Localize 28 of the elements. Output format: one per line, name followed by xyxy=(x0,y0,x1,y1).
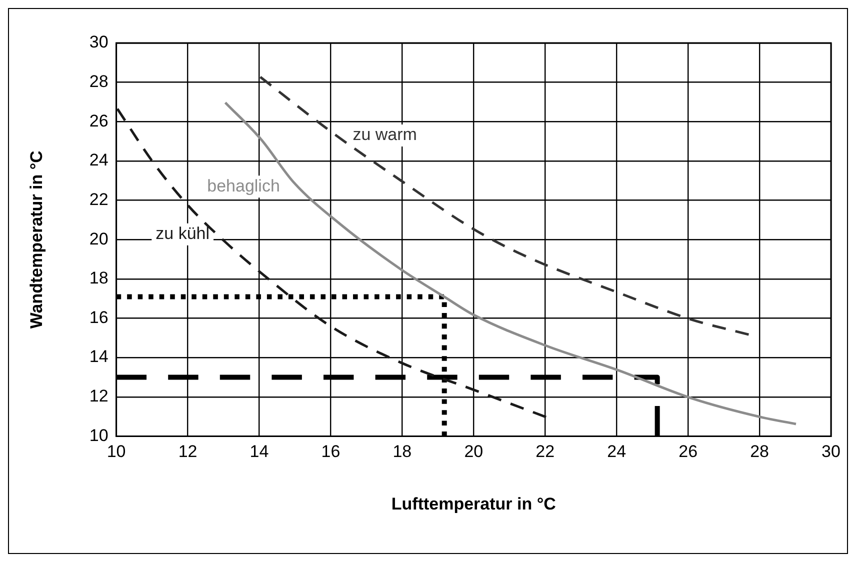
y-tick-label: 28 xyxy=(89,72,108,92)
x-tick-label: 26 xyxy=(678,442,698,462)
x-axis-title: Lufttemperatur in °C xyxy=(391,494,556,514)
y-tick-label: 26 xyxy=(89,111,108,130)
x-tick-label: 12 xyxy=(178,442,198,462)
y-tick-label: 12 xyxy=(89,386,108,406)
y-tick-label: 18 xyxy=(89,268,108,288)
series-label: behaglich xyxy=(207,176,280,196)
line-series xyxy=(116,108,548,418)
y-tick-label: 14 xyxy=(89,347,108,366)
y-tick-label: 20 xyxy=(89,229,108,248)
x-tick-label: 24 xyxy=(607,442,626,462)
y-tick-label: 16 xyxy=(89,308,108,327)
x-tick-label: 16 xyxy=(321,442,340,462)
y-tick-label: 30 xyxy=(89,32,108,52)
x-tick-label: 14 xyxy=(250,442,269,462)
series-label: zu kühl xyxy=(156,224,210,244)
series-label: zu warm xyxy=(352,125,417,144)
x-tick-label: 30 xyxy=(822,442,840,462)
x-tick-label: 20 xyxy=(464,442,484,462)
x-tick-label: 10 xyxy=(106,442,126,462)
y-axis-title: Wandtemperatur in °C xyxy=(26,150,46,329)
x-tick-label: 22 xyxy=(536,442,555,462)
x-tick-label: 28 xyxy=(750,442,769,462)
x-tick-label: 18 xyxy=(392,442,412,462)
y-tick-label: 24 xyxy=(89,150,108,170)
y-tick-label: 10 xyxy=(89,426,108,445)
y-tick-label: 22 xyxy=(89,190,108,209)
